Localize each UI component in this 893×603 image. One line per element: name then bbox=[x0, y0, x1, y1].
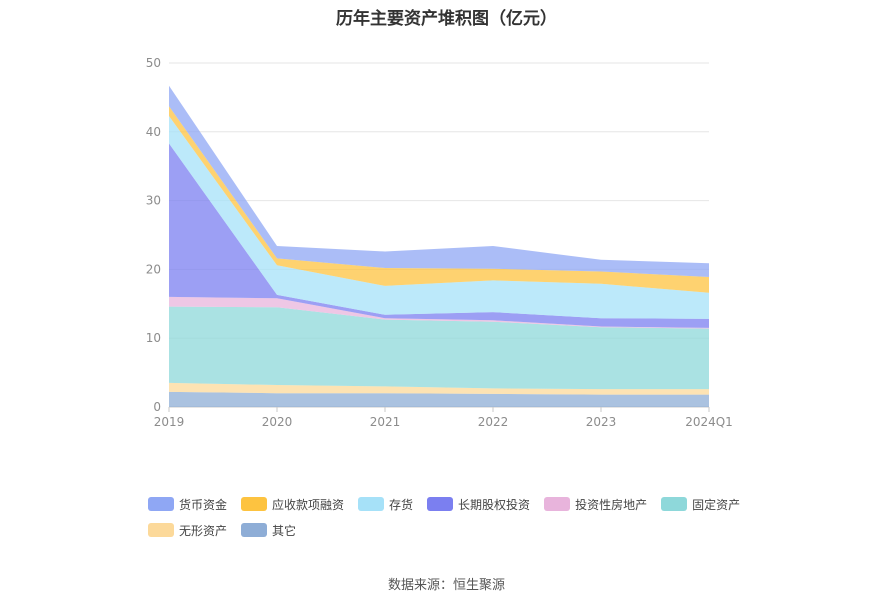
area-无形资产[interactable] bbox=[169, 382, 709, 395]
area-series bbox=[169, 85, 709, 407]
source-note: 数据来源：恒生聚源 bbox=[387, 578, 505, 593]
legend-swatch bbox=[148, 523, 174, 537]
legend-label: 固定资产 bbox=[692, 497, 741, 512]
legend-swatch bbox=[241, 497, 268, 511]
legend-label: 应收款项融资 bbox=[272, 497, 345, 512]
x-tick-label: 2020 bbox=[262, 415, 293, 429]
area-存货[interactable] bbox=[169, 116, 709, 319]
y-tick-label: 50 bbox=[146, 56, 161, 70]
y-axis: 0 10 20 30 40 50 bbox=[146, 56, 161, 414]
x-axis: 2019 2020 2021 2022 2023 2024Q1 bbox=[154, 407, 733, 429]
legend-swatch bbox=[427, 497, 454, 511]
legend-item[interactable]: 投资性房地产 bbox=[544, 495, 647, 513]
x-tick-label: 2019 bbox=[154, 415, 185, 429]
y-tick-label: 40 bbox=[146, 125, 161, 139]
legend-swatch bbox=[661, 497, 688, 511]
legend-label: 货币资金 bbox=[179, 497, 228, 512]
area-其它[interactable] bbox=[169, 391, 709, 407]
y-tick-label: 0 bbox=[153, 400, 161, 414]
legend-item[interactable]: 应收款项融资 bbox=[241, 495, 344, 513]
legend-item[interactable]: 固定资产 bbox=[661, 495, 740, 513]
y-tick-label: 10 bbox=[146, 331, 161, 345]
legend-swatch bbox=[544, 497, 571, 511]
legend-item[interactable]: 长期股权投资 bbox=[427, 495, 530, 513]
legend-item[interactable]: 存货 bbox=[358, 495, 413, 513]
y-tick-label: 30 bbox=[146, 194, 161, 208]
area-固定资产[interactable] bbox=[169, 306, 709, 390]
legend-item[interactable]: 无形资产 bbox=[148, 521, 227, 539]
x-tick-label: 2024Q1 bbox=[685, 415, 733, 429]
legend-item[interactable]: 其它 bbox=[241, 521, 296, 539]
legend-label: 无形资产 bbox=[179, 523, 228, 538]
legend: 货币资金 应收款项融资 存货 长期股权投资 投资性房地产 固定资产无形资产 其它 bbox=[148, 495, 788, 539]
x-tick-label: 2021 bbox=[370, 415, 401, 429]
legend-swatch bbox=[241, 523, 268, 537]
legend-label: 其它 bbox=[272, 523, 297, 538]
legend-swatch bbox=[358, 497, 385, 511]
legend-label: 存货 bbox=[389, 497, 414, 512]
legend-label: 投资性房地产 bbox=[575, 497, 648, 512]
area-投资性房地产[interactable] bbox=[169, 296, 709, 329]
legend-swatch bbox=[148, 497, 174, 511]
x-tick-label: 2022 bbox=[478, 415, 509, 429]
y-tick-label: 20 bbox=[146, 262, 161, 276]
legend-label: 长期股权投资 bbox=[458, 497, 531, 512]
x-tick-label: 2023 bbox=[586, 415, 617, 429]
legend-item[interactable]: 货币资金 bbox=[148, 495, 227, 513]
chart-title: 历年主要资产堆积图（亿元） bbox=[336, 9, 557, 29]
